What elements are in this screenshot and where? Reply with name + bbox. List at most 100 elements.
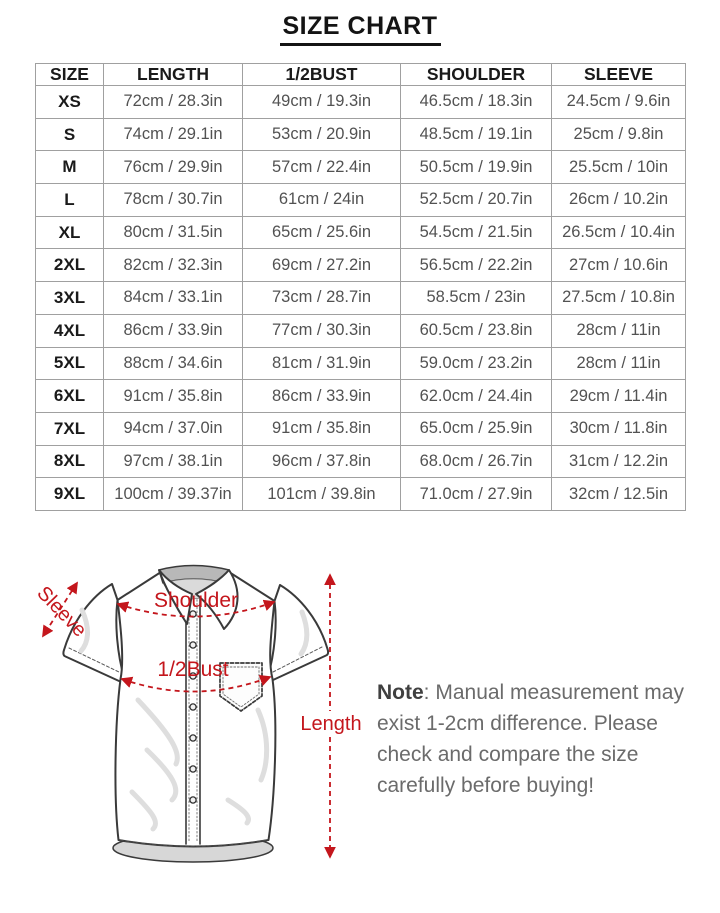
col-header-size: SIZE (35, 63, 104, 86)
size-cell: XS (35, 85, 104, 119)
size-cell: S (35, 117, 104, 152)
sleeve-cell: 29cm / 11.4in (551, 379, 686, 413)
note-label: Note (377, 681, 424, 704)
table-row: 8XL 97cm / 38.1in 96cm / 37.8in 68.0cm /… (35, 444, 686, 479)
sleeve-cell: 24.5cm / 9.6in (551, 85, 686, 119)
table-row: 4XL 86cm / 33.9in 77cm / 30.3in 60.5cm /… (35, 313, 686, 348)
table-row: XL 80cm / 31.5in 65cm / 25.6in 54.5cm / … (35, 215, 686, 250)
sleeve-cell: 27cm / 10.6in (551, 248, 686, 283)
bust-cell: 53cm / 20.9in (242, 117, 401, 152)
shoulder-cell: 68.0cm / 26.7in (400, 444, 552, 479)
size-cell: 6XL (35, 379, 104, 413)
length-label: Length (300, 713, 361, 735)
sleeve-cell: 28cm / 11in (551, 313, 686, 348)
page-title: SIZE CHART (0, 12, 720, 46)
sleeve-cell: 26.5cm / 10.4in (551, 215, 686, 250)
table-row: 7XL 94cm / 37.0in 91cm / 35.8in 65.0cm /… (35, 411, 686, 446)
shirt-illustration (62, 564, 330, 863)
right-cuff-stitch (272, 646, 323, 673)
bust-cell: 73cm / 28.7in (242, 281, 401, 315)
size-cell: L (35, 183, 104, 217)
bust-cell: 96cm / 37.8in (242, 444, 401, 479)
table-row: S 74cm / 29.1in 53cm / 20.9in 48.5cm / 1… (35, 117, 686, 152)
size-cell: 4XL (35, 313, 104, 348)
size-chart-table: SIZE LENGTH 1/2BUST SHOULDER SLEEVE XS 7… (35, 63, 686, 511)
length-cell: 97cm / 38.1in (103, 444, 243, 479)
shoulder-arrow (116, 599, 276, 618)
hem-stitch (119, 839, 268, 847)
header-row: SIZE LENGTH 1/2BUST SHOULDER SLEEVE (35, 63, 686, 86)
shoulder-cell: 56.5cm / 22.2in (400, 248, 552, 283)
shoulder-cell: 52.5cm / 20.7in (400, 183, 552, 217)
size-cell: XL (35, 215, 104, 250)
sleeve-arrow (42, 581, 78, 638)
bust-cell: 77cm / 30.3in (242, 313, 401, 348)
sleeve-cell: 25cm / 9.8in (551, 117, 686, 152)
length-cell: 80cm / 31.5in (103, 215, 243, 250)
bust-cell: 91cm / 35.8in (242, 411, 401, 446)
length-label-backing (303, 711, 360, 734)
bust-label: 1/2Bust (157, 658, 228, 681)
sleeve-cell: 31cm / 12.2in (551, 444, 686, 479)
length-cell: 84cm / 33.1in (103, 281, 243, 315)
bust-cell: 61cm / 24in (242, 183, 401, 217)
size-cell: 8XL (35, 444, 104, 479)
table-row: M 76cm / 29.9in 57cm / 22.4in 50.5cm / 1… (35, 150, 686, 185)
sleeve-cell: 32cm / 12.5in (551, 477, 686, 511)
length-cell: 86cm / 33.9in (103, 313, 243, 348)
table-row: XS 72cm / 28.3in 49cm / 19.3in 46.5cm / … (35, 85, 686, 119)
bust-cell: 57cm / 22.4in (242, 150, 401, 185)
length-cell: 88cm / 34.6in (103, 346, 243, 381)
table-row: 3XL 84cm / 33.1in 73cm / 28.7in 58.5cm /… (35, 281, 686, 315)
shoulder-cell: 48.5cm / 19.1in (400, 117, 552, 152)
size-cell: 3XL (35, 281, 104, 315)
shoulder-cell: 71.0cm / 27.9in (400, 477, 552, 511)
shoulder-cell: 60.5cm / 23.8in (400, 313, 552, 348)
bust-arrow (120, 675, 272, 693)
sleeve-cell: 25.5cm / 10in (551, 150, 686, 185)
length-cell: 74cm / 29.1in (103, 117, 243, 152)
bust-cell: 69cm / 27.2in (242, 248, 401, 283)
col-header-shoulder: SHOULDER (400, 63, 552, 86)
size-cell: 2XL (35, 248, 104, 283)
bust-cell: 81cm / 31.9in (242, 346, 401, 381)
note-text: : Manual measurement may exist 1-2cm dif… (377, 681, 684, 797)
right-sleeve (266, 584, 330, 682)
table-row: 2XL 82cm / 32.3in 69cm / 27.2in 56.5cm /… (35, 248, 686, 283)
length-cell: 76cm / 29.9in (103, 150, 243, 185)
shoulder-label: Shoulder (154, 589, 238, 612)
length-cell: 94cm / 37.0in (103, 411, 243, 446)
table-row: 6XL 91cm / 35.8in 86cm / 33.9in 62.0cm /… (35, 379, 686, 413)
length-cell: 72cm / 28.3in (103, 85, 243, 119)
shoulder-cell: 65.0cm / 25.9in (400, 411, 552, 446)
shoulder-cell: 50.5cm / 19.9in (400, 150, 552, 185)
sleeve-cell: 26cm / 10.2in (551, 183, 686, 217)
left-cuff-stitch (68, 647, 120, 673)
fabric-folds (78, 607, 310, 832)
bust-cell: 86cm / 33.9in (242, 379, 401, 413)
length-cell: 78cm / 30.7in (103, 183, 243, 217)
shoulder-cell: 58.5cm / 23in (400, 281, 552, 315)
shoulder-cell: 62.0cm / 24.4in (400, 379, 552, 413)
measurement-note: Note: Manual measurement may exist 1-2cm… (377, 646, 717, 801)
table-row: 5XL 88cm / 34.6in 81cm / 31.9in 59.0cm /… (35, 346, 686, 381)
sleeve-cell: 28cm / 11in (551, 346, 686, 381)
bust-cell: 65cm / 25.6in (242, 215, 401, 250)
col-header-length: LENGTH (103, 63, 243, 86)
bust-cell: 101cm / 39.8in (242, 477, 401, 511)
col-header-bust: 1/2BUST (242, 63, 401, 86)
sleeve-cell: 27.5cm / 10.8in (551, 281, 686, 315)
sleeve-cell: 30cm / 11.8in (551, 411, 686, 446)
shoulder-cell: 54.5cm / 21.5in (400, 215, 552, 250)
size-cell: 5XL (35, 346, 104, 381)
length-cell: 82cm / 32.3in (103, 248, 243, 283)
table-row: 9XL 100cm / 39.37in 101cm / 39.8in 71.0c… (35, 477, 686, 511)
size-cell: 7XL (35, 411, 104, 446)
bust-cell: 49cm / 19.3in (242, 85, 401, 119)
size-cell: M (35, 150, 104, 185)
length-cell: 100cm / 39.37in (103, 477, 243, 511)
table-row: L 78cm / 30.7in 61cm / 24in 52.5cm / 20.… (35, 183, 686, 217)
length-cell: 91cm / 35.8in (103, 379, 243, 413)
shoulder-cell: 46.5cm / 18.3in (400, 85, 552, 119)
